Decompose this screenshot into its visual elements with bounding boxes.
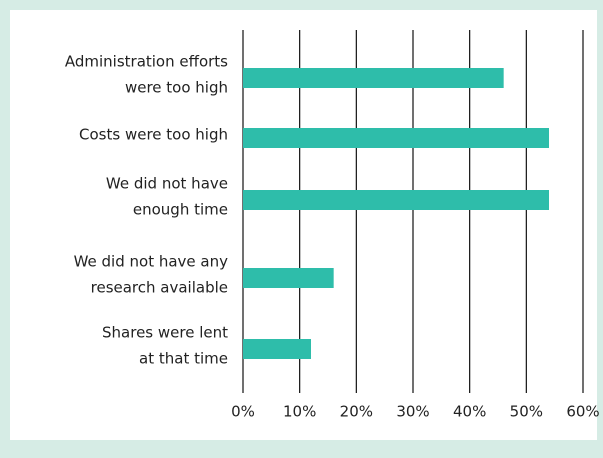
bar (243, 68, 504, 88)
y-tick-label: at that time (139, 350, 228, 368)
x-tick-label: 0% (231, 403, 255, 421)
bar (243, 268, 334, 288)
x-tick-label: 50% (510, 403, 543, 421)
bar (243, 128, 549, 148)
y-tick-label: Costs were too high (79, 126, 228, 144)
y-tick-label: We did not have (106, 175, 228, 193)
x-tick-label: 30% (396, 403, 429, 421)
y-tick-label: research available (91, 279, 228, 297)
bar (243, 190, 549, 210)
y-tick-label: Administration efforts (65, 53, 228, 71)
x-tick-label: 20% (340, 403, 373, 421)
bar (243, 339, 311, 359)
x-tick-label: 40% (453, 403, 486, 421)
y-tick-label: enough time (133, 201, 228, 219)
x-tick-label: 10% (283, 403, 316, 421)
y-tick-label: We did not have any (74, 253, 229, 271)
y-tick-label: were too high (125, 79, 228, 97)
x-tick-label: 60% (566, 403, 599, 421)
y-tick-label: Shares were lent (102, 324, 228, 342)
